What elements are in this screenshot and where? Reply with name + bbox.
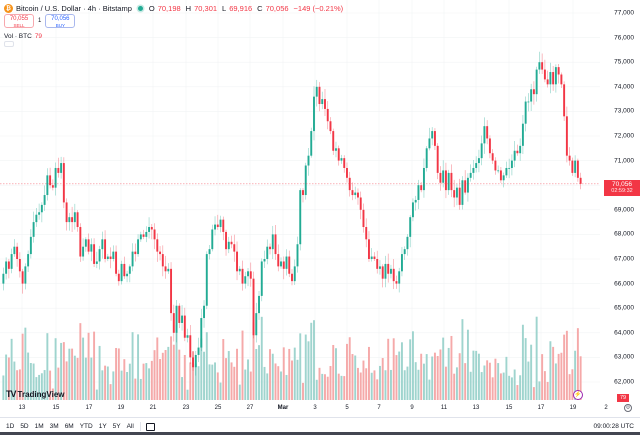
price-chart-canvas[interactable]	[0, 0, 600, 403]
price-tick: 66,000	[614, 280, 634, 288]
sell-price: 70,055	[9, 16, 29, 22]
close-label: C	[257, 4, 263, 13]
lightning-icon[interactable]: ⚡	[573, 390, 583, 400]
price-tick: 75,000	[614, 58, 634, 66]
settings-icon[interactable]: ⚙	[624, 404, 632, 412]
range-ytd-button[interactable]: YTD	[79, 423, 93, 430]
divider	[139, 422, 141, 431]
change-value: −149 (−0.21%)	[293, 4, 344, 13]
time-tick: 17	[85, 405, 93, 411]
price-tick: 63,000	[614, 353, 634, 361]
volume-tag: 79	[617, 394, 629, 402]
time-tick: 15	[505, 405, 513, 411]
time-tick: 21	[149, 405, 157, 411]
sell-label: SELL	[13, 22, 25, 28]
time-tick: 17	[537, 405, 545, 411]
time-tick: 9	[410, 405, 414, 411]
spread-value: 1	[38, 18, 42, 24]
market-status-dot-icon	[137, 6, 143, 11]
time-tick: 27	[246, 405, 254, 411]
bottom-toolbar: 1D 5D 1M 3M 6M YTD 1Y 5Y All 09:00:28 UT…	[0, 417, 640, 435]
price-tick: 65,000	[614, 304, 634, 312]
calendar-goto-icon[interactable]	[145, 422, 155, 431]
price-tick: 64,000	[614, 329, 634, 337]
sell-button[interactable]: 70,055 SELL	[4, 14, 34, 28]
volume-value: 79	[34, 33, 43, 40]
range-all-button[interactable]: All	[126, 423, 134, 430]
high-value: 70,301	[194, 4, 218, 13]
time-tick: 5	[345, 405, 349, 411]
price-tick: 74,000	[614, 83, 634, 91]
price-tick: 76,000	[614, 34, 634, 42]
collapse-legend-button[interactable]	[4, 41, 14, 47]
tradingview-logo-icon: TV	[6, 389, 16, 399]
time-tick: 19	[569, 405, 577, 411]
time-tick: 3	[313, 405, 317, 411]
volume-legend[interactable]: Vol · BTC 79	[4, 33, 42, 40]
price-tick: 77,000	[614, 9, 634, 17]
tradingview-logo[interactable]: TV TradingView	[6, 389, 65, 399]
range-5d-button[interactable]: 5D	[20, 423, 29, 430]
range-6m-button[interactable]: 6M	[64, 423, 74, 430]
time-tick: 23	[182, 405, 190, 411]
price-tick: 71,000	[614, 157, 634, 165]
price-tick: 72,000	[614, 132, 634, 140]
range-1y-button[interactable]: 1Y	[98, 423, 107, 430]
logo-text: TradingView	[17, 389, 65, 399]
range-5y-button[interactable]: 5Y	[112, 423, 121, 430]
volume-label: Vol · BTC	[4, 33, 32, 40]
symbol-legend: ₿ Bitcoin / U.S. Dollar · 4h · Bitstamp …	[4, 4, 345, 13]
buy-price: 70,056	[51, 16, 70, 22]
current-price: 70,056	[612, 180, 632, 188]
utc-clock[interactable]: 09:00:28 UTC	[593, 423, 634, 430]
price-axis[interactable]: 70,056 02:59:32 79 77,000 76,000 75,000 74,…	[602, 0, 640, 402]
time-tick: 13	[18, 405, 26, 411]
price-tick: 62,000	[614, 378, 634, 386]
bitcoin-icon: ₿	[4, 4, 13, 13]
time-tick: 25	[214, 405, 222, 411]
time-tick: 15	[52, 405, 60, 411]
price-tick: 67,000	[614, 255, 634, 263]
low-label: L	[222, 4, 227, 13]
price-tick: 68,000	[614, 230, 634, 238]
time-tick: 19	[117, 405, 125, 411]
time-tick: 13	[472, 405, 480, 411]
time-tick: 2	[604, 405, 608, 411]
close-value: 70,056	[265, 4, 289, 13]
time-tick: 7	[377, 405, 381, 411]
bar-countdown: 02:59:32	[611, 188, 633, 194]
buy-label: BUY	[55, 22, 65, 28]
low-value: 69,916	[229, 4, 253, 13]
range-3m-button[interactable]: 3M	[49, 423, 59, 430]
price-tick: 73,000	[614, 107, 634, 115]
time-tick: 11	[440, 405, 448, 411]
window-bottom-edge	[0, 432, 640, 435]
open-label: O	[148, 4, 155, 13]
range-1m-button[interactable]: 1M	[34, 423, 44, 430]
open-value: 70,198	[157, 4, 181, 13]
price-tick: 69,000	[614, 206, 634, 214]
symbol-title[interactable]: Bitcoin / U.S. Dollar · 4h · Bitstamp	[16, 4, 132, 13]
high-label: H	[185, 4, 192, 13]
time-axis[interactable]: 13 15 17 19 21 23 25 27 Mar 3 5 7 9 11 13 15 17 19 2	[0, 403, 608, 415]
current-price-tag: 70,056 02:59:32	[604, 180, 640, 196]
range-1d-button[interactable]: 1D	[6, 423, 15, 430]
time-tick: Mar	[277, 405, 289, 411]
buy-button[interactable]: 70,056 BUY	[45, 14, 76, 28]
trade-panel: 70,055 SELL 1 70,056 BUY	[4, 14, 76, 28]
